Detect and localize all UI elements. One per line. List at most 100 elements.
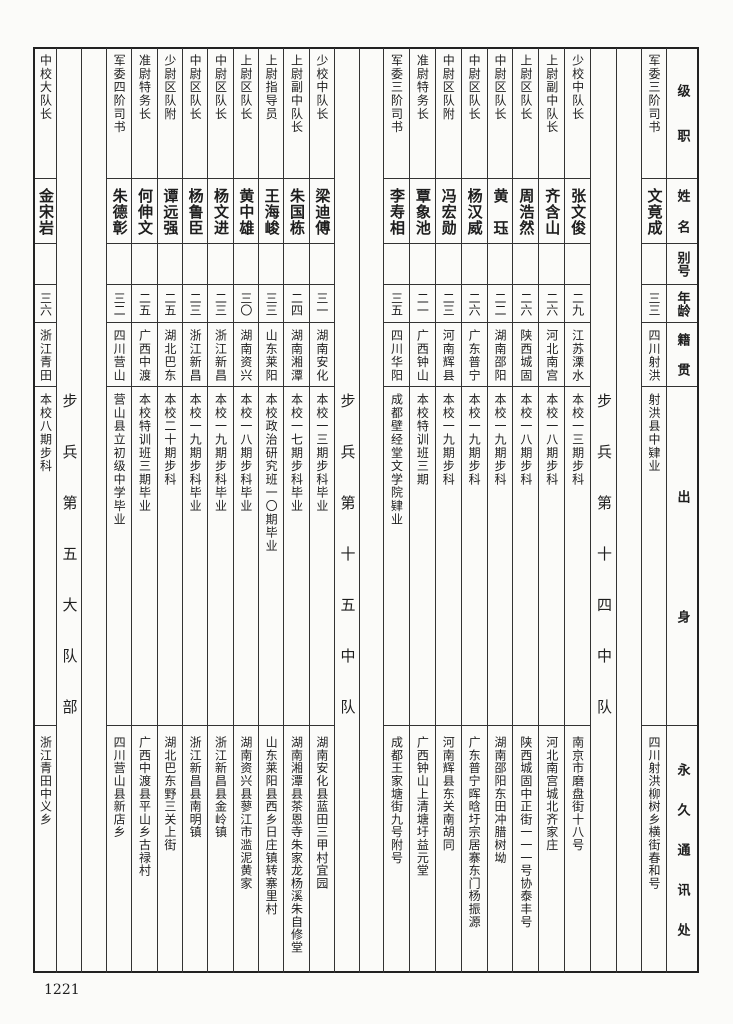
native-text: 四川射洪 bbox=[647, 329, 661, 383]
name-text: 周浩然 bbox=[517, 188, 536, 236]
cell-name: 朱国栋 bbox=[284, 179, 309, 244]
education-text: 本校二十期步科 bbox=[162, 393, 177, 487]
cell-native: 广东普宁 bbox=[461, 323, 487, 387]
name-text: 齐含山 bbox=[543, 188, 562, 236]
age-text: 三〇 bbox=[238, 291, 253, 316]
education-text: 射洪县中肄业 bbox=[647, 393, 661, 473]
rank-text: 上尉副中队长 bbox=[544, 54, 559, 134]
header-column: 级职 姓名 别号 年龄 籍贯 出身 永久通讯处 bbox=[667, 48, 699, 973]
cell-name: 周浩然 bbox=[513, 179, 539, 244]
native-text: 浙江新昌 bbox=[188, 329, 203, 383]
cell-education: 本校一八期步科 bbox=[539, 387, 565, 726]
native-text: 广西中渡 bbox=[137, 329, 152, 383]
section-title: 步兵第十五中队 bbox=[338, 393, 357, 750]
cell-rank: 上尉副中队长 bbox=[539, 48, 565, 179]
education-text: 本校八期步科 bbox=[38, 393, 53, 473]
header-label: 年龄 bbox=[674, 290, 690, 317]
native-text: 河北南宫 bbox=[544, 329, 559, 383]
cell-address: 河南辉县东关南胡同 bbox=[436, 726, 461, 973]
education-text: 营山县立初级中学毕业 bbox=[112, 393, 127, 526]
cell-age: 三一 bbox=[309, 285, 334, 323]
cell-native: 湖南资兴 bbox=[233, 323, 258, 387]
header-label: 级职 bbox=[674, 84, 690, 174]
cell-name: 齐含山 bbox=[539, 179, 565, 244]
section-title-column: 步兵第十四中队 bbox=[591, 48, 617, 973]
table-record-column: 准尉特务长 覃象池 二一 广西钟山 本校特训班三期 广西钟山上清塘圩益元堂 bbox=[409, 48, 436, 973]
cell-education: 本校特训班三期 bbox=[409, 387, 435, 726]
cell-address: 浙江青田中义乡 bbox=[35, 726, 56, 973]
cell-native: 浙江新昌 bbox=[208, 323, 233, 387]
cell-alias bbox=[284, 244, 309, 285]
header-label: 永久通讯处 bbox=[674, 763, 690, 963]
cell-address: 湖南邵阳东田冲腊树坳 bbox=[488, 726, 513, 973]
rank-text: 中尉区队长 bbox=[492, 54, 507, 121]
rank-text: 中尉区队长 bbox=[213, 54, 228, 121]
cell-age: 三二 bbox=[107, 285, 132, 323]
cell-age: 二六 bbox=[539, 285, 565, 323]
address-text: 浙江新昌县金岭镇 bbox=[213, 736, 228, 839]
name-text: 黄 珏 bbox=[491, 188, 510, 236]
education-text: 本校一九期步科 bbox=[441, 393, 456, 487]
cell-alias bbox=[435, 244, 461, 285]
cell-age: 二六 bbox=[513, 285, 539, 323]
header-label: 出身 bbox=[674, 489, 690, 730]
cell-age: 二三 bbox=[435, 285, 461, 323]
address-text: 南京市磨盘街十八号 bbox=[570, 736, 585, 852]
cell-rank: 准尉特务长 bbox=[132, 48, 157, 179]
section-title: 步兵第五大队部 bbox=[60, 393, 79, 750]
cell-address: 湖北巴东野三关上街 bbox=[158, 726, 182, 973]
cell-rank: 中尉区队长 bbox=[183, 48, 208, 179]
spacer-column bbox=[617, 48, 642, 973]
name-text: 朱国栋 bbox=[287, 188, 306, 236]
cell-native: 河北南宫 bbox=[539, 323, 565, 387]
section-title: 步兵第十四中队 bbox=[595, 393, 613, 750]
table-record-column: 军委三阶司书 文竟成 三三 四川射洪 射洪县中肄业 四川射洪柳树乡横街春和号 bbox=[642, 48, 667, 973]
cell-rank: 上尉指导员 bbox=[259, 48, 284, 179]
education-text: 本校一三期步科毕业 bbox=[314, 393, 329, 513]
cell-native: 陕西城固 bbox=[513, 323, 539, 387]
address-text: 河南辉县东关南胡同 bbox=[441, 736, 456, 852]
cell-native: 浙江新昌 bbox=[183, 323, 208, 387]
native-text: 浙江新昌 bbox=[213, 329, 228, 383]
education-text: 本校一七期步科毕业 bbox=[289, 393, 304, 513]
cell-age: 二一 bbox=[409, 285, 435, 323]
name-text: 朱德彰 bbox=[110, 188, 129, 236]
cell-name: 王海峻 bbox=[259, 179, 284, 244]
cell-native: 浙江青田 bbox=[35, 323, 56, 387]
rank-text: 军委四阶司书 bbox=[112, 54, 127, 134]
cell-native: 广西钟山 bbox=[409, 323, 435, 387]
cell-address: 成都王家塘街九号附号 bbox=[384, 726, 409, 973]
header-cell-alias: 别号 bbox=[667, 244, 697, 285]
name-text: 谭远强 bbox=[161, 188, 180, 236]
cell-age: 三三 bbox=[642, 285, 666, 323]
cell-education: 成都壁经堂文学院肄业 bbox=[384, 387, 409, 726]
cell-address: 湖南资兴县蓼江市滥泥黄家 bbox=[234, 726, 258, 973]
age-text: 二六 bbox=[467, 291, 482, 316]
cell-address: 湖南湘潭县茶恩寺朱家龙杨溪朱自修堂 bbox=[284, 726, 308, 973]
rank-text: 上尉区队长 bbox=[238, 54, 253, 121]
rank-text: 中校大队长 bbox=[38, 54, 53, 121]
rank-text: 上尉指导员 bbox=[264, 54, 279, 121]
rank-text: 上尉副中队长 bbox=[289, 54, 304, 134]
rank-text: 军委三阶司书 bbox=[389, 54, 404, 134]
cell-alias bbox=[107, 244, 132, 285]
address-text: 浙江青田中义乡 bbox=[38, 736, 53, 826]
table-record-column: 上尉副中队长 朱国栋 二四 湖南湘潭 本校一七期步科毕业 湖南湘潭县茶恩寺朱家龙杨溪朱自修… bbox=[284, 48, 310, 973]
address-text: 湖南资兴县蓼江市滥泥黄家 bbox=[238, 736, 253, 890]
cell-rank: 军委四阶司书 bbox=[107, 48, 132, 179]
table-record-column: 中校大队长 金宋岩 三六 浙江青田 本校八期步科 浙江青田中义乡 bbox=[33, 48, 57, 973]
cell-alias bbox=[35, 244, 56, 285]
cell-rank: 中尉区队附 bbox=[435, 48, 461, 179]
cell-name: 何伸文 bbox=[132, 179, 157, 244]
rank-text: 军委三阶司书 bbox=[647, 54, 661, 134]
cell-age: 二四 bbox=[284, 285, 309, 323]
cell-name: 黄中雄 bbox=[233, 179, 258, 244]
cell-age: 二五 bbox=[132, 285, 157, 323]
cell-education: 本校八期步科 bbox=[35, 387, 56, 726]
cell-address: 河北南宫城北齐家庄 bbox=[539, 726, 564, 973]
cell-address: 浙江新昌县南明镇 bbox=[183, 726, 207, 973]
name-text: 冯宏勋 bbox=[439, 188, 458, 236]
cell-native: 四川射洪 bbox=[642, 323, 666, 387]
cell-age: 二六 bbox=[461, 285, 487, 323]
cell-rank: 中校大队长 bbox=[35, 48, 56, 179]
